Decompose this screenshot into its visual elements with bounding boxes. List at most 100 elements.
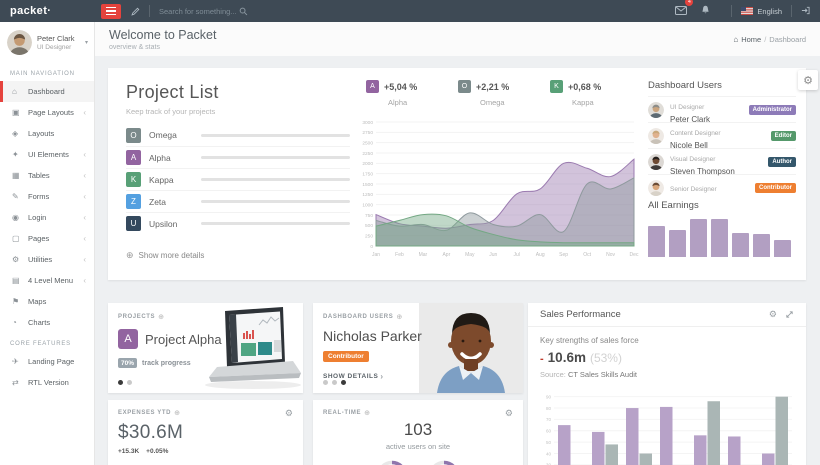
svg-text:750: 750: [365, 213, 373, 219]
carousel-dots: [323, 380, 346, 385]
svg-text:60: 60: [546, 429, 552, 434]
show-details-link[interactable]: SHOW DETAILS ›: [323, 372, 384, 381]
page-layouts-icon: ▣: [12, 108, 20, 117]
sales-value: 10.6m: [547, 350, 586, 365]
sidebar-item-tables[interactable]: ▦ Tables ‹: [0, 165, 94, 186]
language-label: English: [757, 6, 782, 16]
sidebar-item-label: Login: [28, 213, 47, 222]
chevron-icon: ‹: [83, 108, 86, 117]
sidebar-item-label: Tables: [28, 171, 50, 180]
project-row[interactable]: K Kappa: [126, 168, 350, 190]
project-name: Alpha: [149, 152, 171, 163]
sidebar: Peter Clark UI Designer ▾ MAIN NAVIGATIO…: [0, 22, 95, 465]
svg-text:Jul: Jul: [514, 252, 520, 258]
project-row[interactable]: A Alpha: [126, 146, 350, 168]
sidebar-item-utilities[interactable]: ⚙ Utilities ‹: [0, 249, 94, 270]
topbar-divider: [731, 5, 733, 17]
source-value: CT Sales Skills Audit: [567, 370, 638, 379]
project-row[interactable]: O Omega: [126, 124, 350, 146]
stat-alpha: A +5,04 % Alpha: [366, 80, 458, 107]
user-row-role: Senior Designer: [670, 186, 717, 193]
app-logo: packet·: [10, 5, 52, 17]
overview-card: Project List Keep track of your projects…: [108, 68, 806, 280]
avatar: [648, 101, 664, 118]
sidebar-item-page-layouts[interactable]: ▣ Page Layouts ‹: [0, 102, 94, 123]
sidebar-item-4-level-menu[interactable]: ▤ 4 Level Menu ‹: [0, 270, 94, 291]
sidebar-item-ui-elements[interactable]: ✦ UI Elements ‹: [0, 144, 94, 165]
edit-icon[interactable]: [131, 7, 140, 16]
user-row[interactable]: Senior Designer Contributor: [648, 174, 796, 196]
sidebar-item-charts[interactable]: ◔ Charts: [0, 312, 94, 333]
chevron-icon: ‹: [83, 213, 86, 222]
sidebar-user-panel[interactable]: Peter Clark UI Designer ▾: [0, 22, 94, 63]
pages-icon: ▢: [12, 234, 20, 243]
sidebar-item-label: Dashboard: [28, 87, 65, 96]
page-title: Welcome to Packet: [109, 27, 217, 42]
sidebar-item-label: Landing Page: [28, 357, 75, 366]
chevron-icon: ‹: [83, 234, 86, 243]
project-name: Zeta: [149, 196, 167, 207]
svg-text:May: May: [465, 252, 475, 258]
user-row-role: UI Designer: [670, 103, 705, 111]
search-icon[interactable]: [239, 7, 248, 16]
logout-icon[interactable]: [801, 2, 810, 20]
user-row[interactable]: UI Designer Peter Clark Administrator: [648, 96, 796, 124]
svg-text:1750: 1750: [362, 171, 373, 177]
circle-plus-icon: ⊕: [126, 250, 134, 260]
gear-icon[interactable]: ⚙: [504, 408, 513, 418]
stat-change: +2,21 %: [476, 81, 510, 92]
sidebar-item-dashboard[interactable]: ⌂ Dashboard: [0, 81, 94, 102]
search-input[interactable]: [159, 6, 237, 16]
gear-icon[interactable]: ⚙: [768, 309, 777, 319]
avatar: [648, 127, 664, 144]
project-row[interactable]: U Upsilon: [126, 212, 350, 234]
project-row[interactable]: Z Zeta: [126, 190, 350, 212]
circle-plus-icon: ⊕: [158, 314, 165, 321]
topbar-divider: [791, 5, 792, 17]
show-more-details-link[interactable]: ⊕ Show more details: [126, 250, 204, 261]
sidebar-item-layouts[interactable]: ◈ Layouts: [0, 123, 94, 144]
sales-bar-chart: 102030405060708090: [546, 394, 792, 465]
sidebar-item-pages[interactable]: ▢ Pages ‹: [0, 228, 94, 249]
percent-badge: 70%: [118, 358, 138, 368]
user-caret-icon[interactable]: ▾: [84, 40, 88, 46]
sidebar-item-rtl-version[interactable]: ⇄ RTL Version: [0, 372, 94, 393]
carousel-dot[interactable]: [127, 380, 132, 385]
laptop-image: [195, 305, 303, 393]
stat-badge: K: [550, 80, 563, 93]
carousel-dot[interactable]: [323, 380, 328, 385]
chevron-icon: ‹: [83, 192, 86, 201]
settings-flap-button[interactable]: ⚙: [798, 70, 818, 90]
sales-performance-card: Sales Performance ⚙ Key strengths of sal…: [528, 303, 806, 465]
project-list: O Omega A Alpha K Kappa Z Zeta U Upsilon: [126, 124, 350, 234]
language-selector[interactable]: English: [741, 7, 782, 16]
circle-plus-icon: ⊕: [174, 410, 181, 417]
bell-icon[interactable]: [701, 2, 710, 20]
stat-badge: A: [366, 80, 379, 93]
user-row[interactable]: Visual Designer Steven Thompson Author: [648, 148, 796, 176]
sidebar-item-label: Utilities: [28, 255, 53, 264]
mail-badge: 4: [685, 0, 694, 6]
sidebar-item-forms[interactable]: ✎ Forms ‹: [0, 186, 94, 207]
breadcrumb-home[interactable]: Home: [741, 34, 762, 44]
sidebar-item-landing-page[interactable]: ✈ Landing Page: [0, 351, 94, 372]
user-photo: [419, 303, 523, 393]
show-more-details-label: Show more details: [138, 251, 205, 260]
featured-user-name: Nicholas Parker: [323, 328, 422, 344]
mail-icon[interactable]: 4: [675, 0, 694, 20]
carousel-dot[interactable]: [332, 380, 337, 385]
gear-icon[interactable]: ⚙: [284, 408, 293, 418]
user-row-role: Visual Designer: [670, 155, 716, 163]
sidebar-item-login[interactable]: ◉ Login ‹: [0, 207, 94, 228]
carousel-dot[interactable]: [341, 380, 346, 385]
hamburger-menu-button[interactable]: [101, 3, 121, 19]
sidebar-item-maps[interactable]: ⚑ Maps: [0, 291, 94, 312]
svg-text:Feb: Feb: [395, 252, 404, 258]
user-row[interactable]: Content Designer Nicole Bell Editor: [648, 122, 796, 150]
svg-text:Jan: Jan: [372, 252, 380, 258]
carousel-dot[interactable]: [118, 380, 123, 385]
page-subtitle: overview & stats: [109, 43, 160, 51]
expand-icon[interactable]: [785, 310, 794, 319]
chevron-icon: ‹: [83, 150, 86, 159]
folder-icon: ▤: [12, 276, 20, 285]
